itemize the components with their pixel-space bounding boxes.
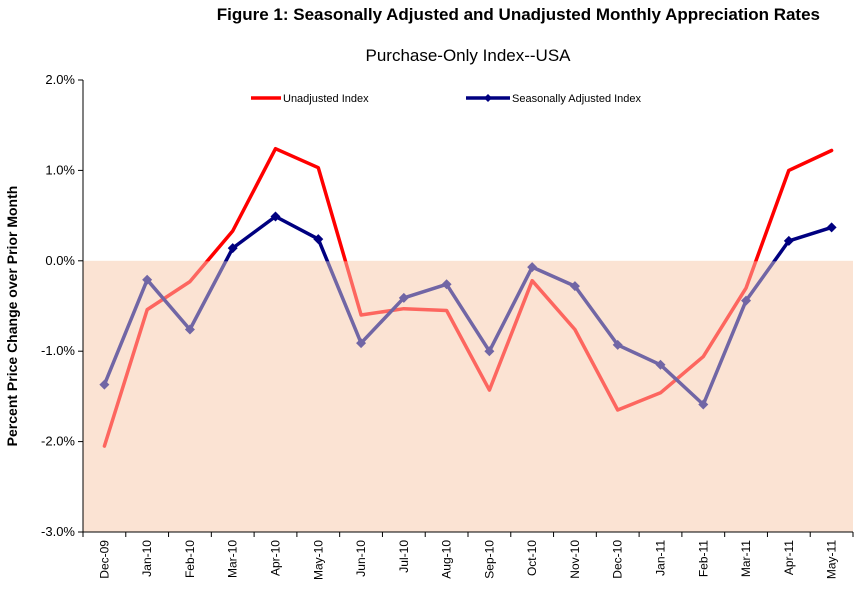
series-line-unadjusted xyxy=(102,146,834,448)
x-tick-label: Jul-10 xyxy=(397,540,411,573)
x-tick-label: Apr-11 xyxy=(782,540,796,575)
chart-title: Purchase-Only Index--USA xyxy=(365,46,571,65)
x-tick-label: May-10 xyxy=(311,540,325,580)
x-tick-label: Jun-10 xyxy=(354,540,368,577)
data-point-marker xyxy=(99,379,110,390)
x-tick-label: Dec-10 xyxy=(611,540,625,579)
x-tick-label: Jan-10 xyxy=(140,540,154,577)
negative-region-overlay xyxy=(84,261,853,532)
legend-label-unadjusted: Unadjusted Index xyxy=(283,93,369,105)
data-point-marker xyxy=(741,295,752,306)
y-tick-label: 0.0% xyxy=(45,253,75,268)
x-tick-label: Sep-10 xyxy=(482,540,496,579)
legend-label-seasonally-adjusted: Seasonally Adjusted Index xyxy=(512,93,642,105)
y-axis-title: Percent Price Change over Prior Month xyxy=(4,186,20,447)
y-tick-label: 2.0% xyxy=(45,72,75,87)
y-tick-label: -1.0% xyxy=(41,343,75,358)
data-point-marker xyxy=(826,222,837,233)
x-tick-label: Apr-10 xyxy=(269,540,283,576)
series-line-seasonally-adjusted xyxy=(102,214,834,407)
data-point-marker xyxy=(655,359,666,370)
data-point-marker xyxy=(698,399,709,410)
data-point-marker xyxy=(313,234,324,245)
x-tick-label: Feb-10 xyxy=(183,540,197,578)
x-tick-label: Aug-10 xyxy=(440,540,454,579)
data-point-marker xyxy=(184,324,195,335)
y-tick-label: -3.0% xyxy=(41,524,75,539)
x-tick-label: Mar-11 xyxy=(739,540,753,577)
x-tick-label: Mar-10 xyxy=(226,540,240,578)
x-tick-label: Nov-10 xyxy=(568,540,582,579)
x-tick-label: Dec-09 xyxy=(97,540,111,579)
legend-marker xyxy=(484,94,492,102)
data-point-marker xyxy=(356,338,367,349)
x-tick-label: May-11 xyxy=(825,540,839,579)
x-tick-label: Oct-10 xyxy=(525,540,539,576)
data-point-marker xyxy=(527,262,538,273)
data-point-marker xyxy=(441,279,452,290)
figure-title: Figure 1: Seasonally Adjusted and Unadju… xyxy=(216,5,820,24)
y-tick-label: 1.0% xyxy=(45,162,75,177)
y-tick-label: -2.0% xyxy=(41,434,75,449)
data-point-marker xyxy=(783,235,794,246)
x-tick-label: Jan-11 xyxy=(654,540,668,576)
data-point-marker xyxy=(612,339,623,350)
data-point-marker xyxy=(270,211,281,222)
data-point-marker xyxy=(227,243,238,254)
x-tick-label: Feb-11 xyxy=(696,540,710,577)
data-point-marker xyxy=(398,292,409,303)
data-point-marker xyxy=(142,274,153,285)
data-point-marker xyxy=(484,346,495,357)
data-point-marker xyxy=(569,281,580,292)
shaded-negative-region xyxy=(83,260,853,532)
